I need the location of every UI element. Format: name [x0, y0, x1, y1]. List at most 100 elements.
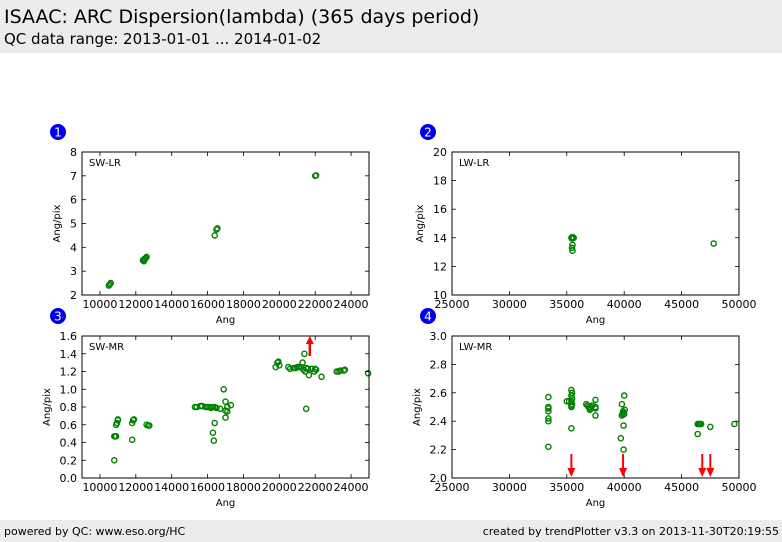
x-axis-label: Ang	[216, 498, 236, 509]
outlier-arrow-down-head	[567, 468, 576, 477]
x-tick-label: 16000	[190, 481, 225, 494]
data-point	[304, 365, 312, 373]
data-point	[210, 437, 218, 445]
data-point	[545, 407, 552, 415]
y-tick-label: 8	[70, 146, 77, 159]
plot-number-label: 2	[424, 126, 432, 140]
x-axis-label: Ang	[586, 498, 606, 509]
x-tick-label: 22000	[298, 298, 333, 311]
x-tick-label: 30000	[492, 298, 527, 311]
data-point	[209, 429, 217, 437]
data-point	[697, 420, 705, 428]
x-tick-label: 25000	[435, 298, 470, 311]
y-tick-label: 20	[433, 146, 447, 159]
data-point	[227, 401, 235, 409]
data-point	[129, 416, 137, 424]
plot-panel-1: 1 10000 12000 14000 16000 18000 20000 22000 2400…	[50, 124, 370, 326]
plot-panel-4: 4 25000 30000 35000 40000 45000 50000 2.0 2.2 2.4…	[412, 308, 757, 509]
x-tick-label: 20000	[262, 298, 297, 311]
plot-number-label: 1	[54, 126, 62, 140]
x-tick-label: 40000	[607, 481, 642, 494]
data-point	[223, 408, 231, 415]
data-point	[211, 232, 218, 239]
plot-number-badge	[50, 124, 66, 140]
data-point	[301, 350, 308, 358]
data-point	[545, 393, 552, 401]
data-point	[222, 414, 229, 421]
data-point	[568, 386, 575, 394]
data-points	[545, 386, 738, 453]
x-tick-label: 22000	[298, 481, 333, 494]
plot-number-badge	[420, 124, 436, 140]
y-tick-label: 7	[70, 170, 77, 183]
x-tick-label: 16000	[190, 298, 225, 311]
data-point	[107, 279, 114, 287]
data-point	[568, 389, 576, 397]
data-point	[214, 224, 221, 232]
data-point	[318, 373, 325, 381]
data-point	[545, 417, 552, 425]
data-points	[568, 233, 718, 254]
data-point	[620, 422, 627, 429]
plot-frame	[451, 335, 740, 479]
x-tick-label: 24000	[334, 298, 369, 311]
data-point	[710, 240, 718, 247]
outlier-arrow-down-head	[698, 468, 707, 477]
plot-frame	[451, 151, 740, 296]
x-tick-label: 10000	[82, 298, 117, 311]
x-tick-label: 35000	[549, 298, 584, 311]
y-axis-label: Ang/pix	[415, 204, 426, 242]
y-axis-label: Ang/pix	[52, 204, 63, 242]
data-point	[341, 366, 349, 374]
x-tick-label: 30000	[492, 481, 527, 494]
report-footer: powered by QC: www.eso.org/HC created by…	[0, 520, 782, 542]
x-tick-label: 45000	[664, 298, 699, 311]
y-tick-label: 4	[70, 241, 77, 254]
data-point	[275, 361, 283, 369]
data-point	[275, 358, 282, 366]
y-tick-label: 2.6	[430, 387, 448, 400]
x-tick-label: 14000	[154, 298, 189, 311]
data-point	[592, 396, 599, 404]
data-point	[213, 404, 220, 412]
plot-number-badge	[50, 308, 66, 324]
x-tick-label: 40000	[607, 298, 642, 311]
data-point	[130, 416, 138, 423]
x-tick-label: 12000	[118, 481, 153, 494]
data-point	[211, 419, 218, 427]
y-tick-label: 18	[433, 175, 447, 188]
y-tick-label: 5	[70, 218, 77, 231]
y-tick-label: 3.0	[430, 330, 448, 343]
y-tick-label: 2	[70, 289, 77, 302]
y-tick-label: 3	[70, 265, 77, 278]
data-point	[111, 456, 118, 464]
data-point	[620, 446, 627, 453]
data-point	[568, 235, 576, 242]
x-tick-label: 20000	[262, 481, 297, 494]
data-point	[220, 385, 227, 393]
y-tick-label: 2.0	[430, 472, 448, 485]
data-point	[568, 244, 576, 252]
data-point	[569, 247, 576, 254]
plot-mode-label: SW-LR	[89, 158, 121, 169]
data-point	[340, 367, 348, 374]
data-point	[621, 406, 629, 414]
data-point	[312, 366, 320, 374]
data-point	[731, 420, 738, 428]
y-tick-label: 1.2	[60, 366, 78, 379]
data-point	[568, 424, 575, 432]
plot-number-label: 4	[424, 310, 432, 324]
data-point	[545, 443, 552, 451]
page-title: ISAAC: ARC Dispersion(lambda) (365 days …	[4, 6, 480, 28]
footer-powered-by: powered by QC: www.eso.org/HC	[4, 525, 186, 538]
x-tick-label: 25000	[435, 481, 470, 494]
plot-number-label: 3	[54, 310, 62, 324]
data-points	[111, 350, 372, 464]
x-tick-label: 12000	[118, 298, 153, 311]
data-point	[592, 412, 599, 419]
x-axis-label: Ang	[586, 315, 606, 326]
outlier-arrow-down-head	[619, 468, 628, 477]
x-tick-label: 24000	[334, 481, 369, 494]
data-point	[618, 400, 626, 408]
data-point	[694, 430, 702, 438]
